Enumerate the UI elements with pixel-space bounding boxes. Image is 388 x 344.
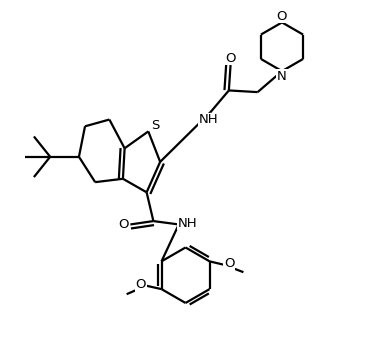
Text: O: O [277, 10, 287, 23]
Text: O: O [224, 257, 234, 270]
Text: O: O [118, 218, 129, 231]
Text: O: O [136, 278, 146, 291]
Text: NH: NH [199, 114, 218, 126]
Text: S: S [152, 119, 160, 132]
Text: N: N [277, 70, 287, 83]
Text: O: O [225, 52, 236, 65]
Text: NH: NH [178, 217, 198, 229]
